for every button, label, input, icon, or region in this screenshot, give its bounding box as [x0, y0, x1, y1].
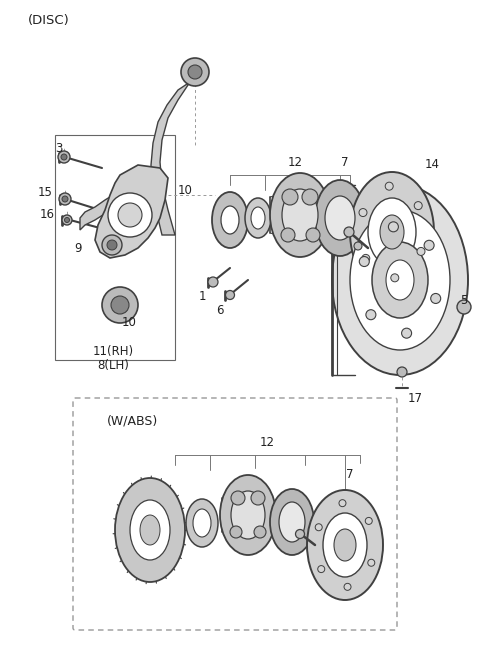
Circle shape — [414, 201, 422, 210]
Ellipse shape — [193, 509, 211, 537]
Ellipse shape — [181, 58, 209, 86]
Ellipse shape — [251, 491, 265, 505]
Ellipse shape — [102, 235, 122, 255]
Circle shape — [58, 151, 70, 163]
Circle shape — [388, 222, 398, 232]
Text: 17: 17 — [408, 392, 422, 405]
Circle shape — [208, 277, 218, 287]
Text: 10: 10 — [178, 184, 193, 197]
Ellipse shape — [251, 207, 265, 229]
Text: 7: 7 — [346, 468, 354, 482]
Text: 15: 15 — [38, 186, 53, 199]
Circle shape — [344, 227, 354, 237]
Circle shape — [354, 242, 362, 250]
Circle shape — [315, 523, 322, 531]
Text: 12: 12 — [288, 157, 302, 169]
Ellipse shape — [220, 475, 276, 555]
Ellipse shape — [102, 287, 138, 323]
Ellipse shape — [188, 65, 202, 79]
Ellipse shape — [254, 526, 266, 538]
Ellipse shape — [332, 185, 468, 375]
Circle shape — [296, 529, 304, 539]
Circle shape — [61, 154, 67, 160]
Text: 1: 1 — [199, 289, 206, 302]
Circle shape — [366, 310, 376, 319]
Bar — [55, 135, 175, 360]
Ellipse shape — [279, 502, 305, 542]
Ellipse shape — [270, 489, 314, 555]
Circle shape — [417, 247, 425, 255]
Ellipse shape — [130, 500, 170, 560]
Circle shape — [360, 256, 369, 266]
Circle shape — [397, 367, 407, 377]
Circle shape — [226, 291, 235, 300]
Ellipse shape — [334, 529, 356, 561]
Circle shape — [424, 240, 434, 251]
Circle shape — [62, 196, 68, 202]
Circle shape — [431, 293, 441, 304]
Text: 14: 14 — [425, 159, 440, 171]
Ellipse shape — [350, 210, 450, 350]
Ellipse shape — [282, 189, 318, 241]
Ellipse shape — [230, 526, 242, 538]
Ellipse shape — [186, 499, 218, 547]
Text: 6: 6 — [216, 304, 224, 316]
Polygon shape — [151, 82, 190, 235]
Text: 11(RH): 11(RH) — [93, 346, 133, 358]
Text: 3: 3 — [56, 142, 63, 155]
Ellipse shape — [325, 196, 355, 240]
Circle shape — [339, 500, 346, 506]
Ellipse shape — [307, 490, 383, 600]
Ellipse shape — [306, 228, 320, 242]
Circle shape — [62, 215, 72, 225]
Circle shape — [64, 218, 70, 222]
Ellipse shape — [281, 228, 295, 242]
Ellipse shape — [323, 513, 367, 577]
Text: 8(LH): 8(LH) — [97, 358, 129, 371]
Ellipse shape — [270, 173, 330, 257]
Ellipse shape — [231, 491, 265, 539]
Ellipse shape — [245, 198, 271, 238]
Ellipse shape — [386, 260, 414, 300]
Ellipse shape — [282, 189, 298, 205]
Text: (W/ABS): (W/ABS) — [107, 415, 158, 428]
Polygon shape — [95, 165, 168, 258]
Text: 12: 12 — [260, 436, 275, 449]
Circle shape — [457, 300, 471, 314]
Ellipse shape — [140, 515, 160, 545]
Ellipse shape — [380, 215, 404, 249]
Ellipse shape — [221, 206, 239, 234]
Circle shape — [391, 274, 399, 282]
Circle shape — [59, 193, 71, 205]
Ellipse shape — [212, 192, 248, 248]
Ellipse shape — [107, 240, 117, 250]
Ellipse shape — [372, 242, 428, 318]
Ellipse shape — [368, 198, 416, 266]
Text: 16: 16 — [40, 207, 55, 220]
Circle shape — [368, 560, 375, 566]
Circle shape — [318, 565, 325, 573]
Ellipse shape — [315, 180, 365, 256]
Circle shape — [385, 182, 393, 190]
Circle shape — [359, 209, 367, 216]
Circle shape — [402, 328, 411, 338]
Ellipse shape — [302, 189, 318, 205]
Circle shape — [362, 255, 370, 262]
Text: (DISC): (DISC) — [28, 14, 70, 27]
Circle shape — [365, 518, 372, 524]
Ellipse shape — [118, 203, 142, 227]
Ellipse shape — [111, 296, 129, 314]
Text: 7: 7 — [341, 157, 349, 169]
Text: 9: 9 — [74, 241, 82, 255]
Ellipse shape — [231, 491, 245, 505]
Ellipse shape — [350, 172, 434, 292]
Polygon shape — [80, 185, 130, 230]
Text: 10: 10 — [122, 316, 137, 329]
Circle shape — [344, 583, 351, 590]
Ellipse shape — [108, 193, 152, 237]
Text: 5: 5 — [460, 293, 468, 306]
Ellipse shape — [115, 478, 185, 582]
